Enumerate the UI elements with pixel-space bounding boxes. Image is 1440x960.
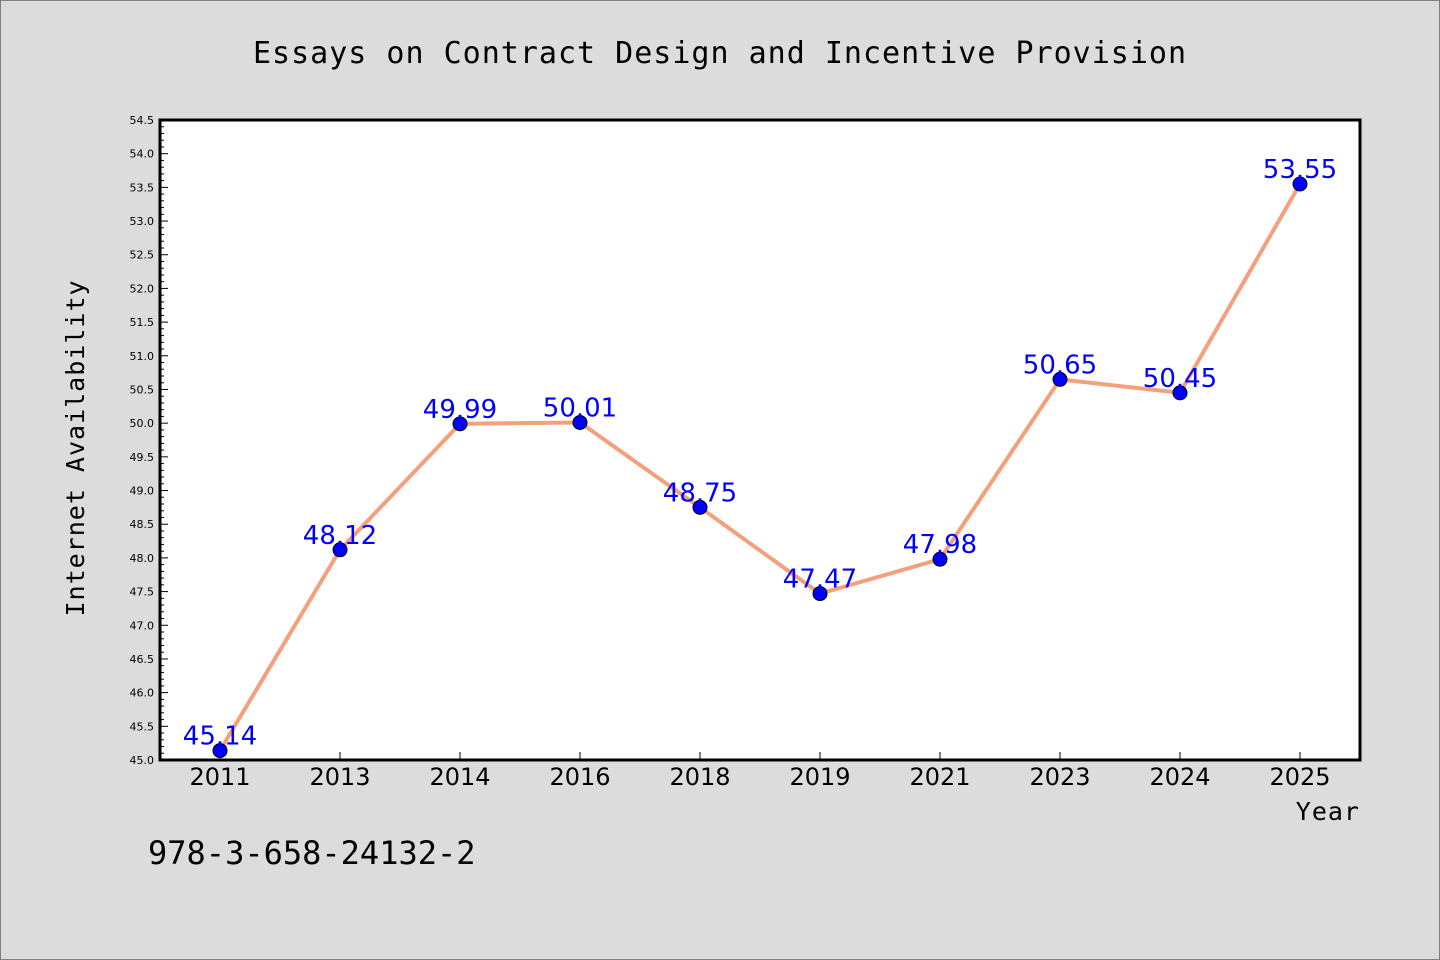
y-axis-ticks: 45.0 45.5 46.0 46.5 47.0 47.5 48.0 48.5 49.0 49.5…: [130, 114, 168, 767]
y-tick-label: 48.5: [130, 518, 155, 531]
y-tick-label: 47.5: [130, 586, 155, 599]
data-point: [1292, 176, 1308, 192]
y-tick-label: 52.5: [130, 249, 155, 262]
data-point: [212, 743, 228, 759]
data-label: 48.12: [303, 521, 377, 551]
y-tick-label: 46.5: [130, 653, 155, 666]
data-label: 48.75: [663, 478, 737, 508]
x-tick-label: 2021: [909, 763, 970, 791]
y-tick-label: 50.5: [130, 383, 155, 396]
data-label: 47.47: [783, 565, 857, 595]
data-label: 47.98: [903, 530, 977, 560]
data-point: [572, 414, 588, 430]
y-tick-label: 54.0: [130, 148, 155, 161]
x-tick-label: 2018: [669, 763, 730, 791]
y-tick-label: 49.5: [130, 451, 155, 464]
data-label: 50.45: [1143, 364, 1217, 394]
y-tick-label: 45.5: [130, 720, 155, 733]
data-label: 50.01: [543, 393, 617, 423]
y-tick-label: 49.0: [130, 485, 155, 498]
x-tick-label: 2016: [549, 763, 610, 791]
x-axis-label: Year: [1296, 797, 1360, 826]
data-point: [1052, 371, 1068, 387]
y-tick-label: 47.0: [130, 619, 155, 632]
data-point: [452, 416, 468, 432]
data-point: [932, 551, 948, 567]
y-tick-label: 50.0: [130, 417, 155, 430]
plot-frame: [158, 118, 1362, 762]
y-tick-label: 51.0: [130, 350, 155, 363]
data-point: [692, 499, 708, 515]
x-tick-label: 2014: [429, 763, 490, 791]
isbn-text: 978-3-658-24132-2: [148, 834, 476, 872]
data-markers: [212, 176, 1308, 759]
data-label: 53.55: [1263, 155, 1337, 185]
data-point: [812, 586, 828, 602]
plot-area: [160, 120, 1360, 760]
y-tick-label: 54.5: [130, 114, 155, 127]
x-tick-label: 2024: [1149, 763, 1210, 791]
y-tick-label: 45.0: [130, 754, 155, 767]
y-axis-label: Internet Availability: [61, 279, 90, 616]
x-tick-label: 2019: [789, 763, 850, 791]
data-label: 50.65: [1023, 350, 1097, 380]
data-labels: 45.14 48.12 49.99 50.01 48.75 47.47 47.98 50.65…: [183, 155, 1337, 752]
data-point: [1172, 385, 1188, 401]
data-label: 45.14: [183, 722, 257, 752]
y-tick-label: 53.5: [130, 181, 155, 194]
y-tick-label: 52.0: [130, 282, 155, 295]
y-tick-label: 48.0: [130, 552, 155, 565]
chart-title: Essays on Contract Design and Incentive …: [253, 36, 1187, 71]
series-line: [218, 182, 1302, 753]
x-tick-label: 2025: [1269, 763, 1330, 791]
data-point: [332, 542, 348, 558]
data-label: 49.99: [423, 395, 497, 425]
x-tick-label: 2013: [309, 763, 370, 791]
y-tick-label: 53.0: [130, 215, 155, 228]
x-tick-label: 2023: [1029, 763, 1090, 791]
x-tick-label: 2011: [189, 763, 250, 791]
y-tick-label: 51.5: [130, 316, 155, 329]
y-tick-label: 46.0: [130, 687, 155, 700]
